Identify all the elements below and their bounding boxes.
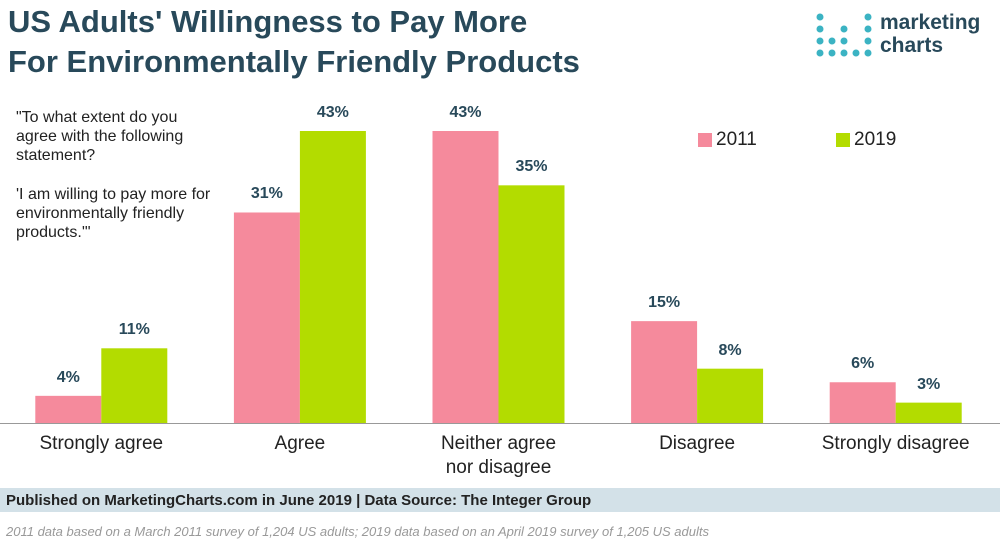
legend-swatch <box>698 133 712 147</box>
annotation: 'I am willing to pay more for environmen… <box>16 186 211 241</box>
title-line: For Environmentally Friendly Products <box>8 44 580 79</box>
value-label: 3% <box>917 375 941 393</box>
x-tick-label: Disagree <box>659 433 736 454</box>
logo-icon <box>816 13 872 57</box>
x-tick-label: Agree <box>274 433 326 454</box>
value-label: 15% <box>648 294 681 312</box>
title-line: US Adults' Willingness to Pay More <box>8 4 528 39</box>
x-tick-label: Strongly disagree <box>821 433 970 454</box>
x-tick-label: Strongly agree <box>39 433 164 454</box>
value-label: 11% <box>118 321 150 339</box>
bar <box>631 321 698 423</box>
annotation: "To what extent do you agree with the fo… <box>16 109 184 164</box>
value-label: 6% <box>851 355 875 373</box>
source: Published on MarketingCharts.com in June… <box>6 492 592 509</box>
value-label: 4% <box>56 368 80 386</box>
source-bar <box>0 488 1000 512</box>
value-label: 43% <box>449 104 482 121</box>
logo-text: charts <box>880 34 944 57</box>
bar <box>101 348 168 423</box>
x-tick-label: Neither agree nor disagree <box>440 433 557 478</box>
note: 2011 data based on a March 2011 survey o… <box>6 524 709 539</box>
bar <box>498 185 565 423</box>
bar <box>697 368 764 423</box>
value-label: 35% <box>515 158 548 176</box>
bar <box>233 212 300 423</box>
value-label: 8% <box>718 341 742 359</box>
bar <box>829 382 896 423</box>
legend-label: 2011 <box>716 129 757 150</box>
value-label: 31% <box>250 185 283 203</box>
bar <box>895 402 962 423</box>
bar <box>432 131 499 423</box>
legend-label: 2019 <box>854 129 897 150</box>
bar <box>35 395 102 423</box>
value-label: 43% <box>316 104 349 121</box>
logo-text: marketing <box>880 11 981 34</box>
legend-swatch <box>836 133 850 147</box>
bar <box>299 131 366 423</box>
